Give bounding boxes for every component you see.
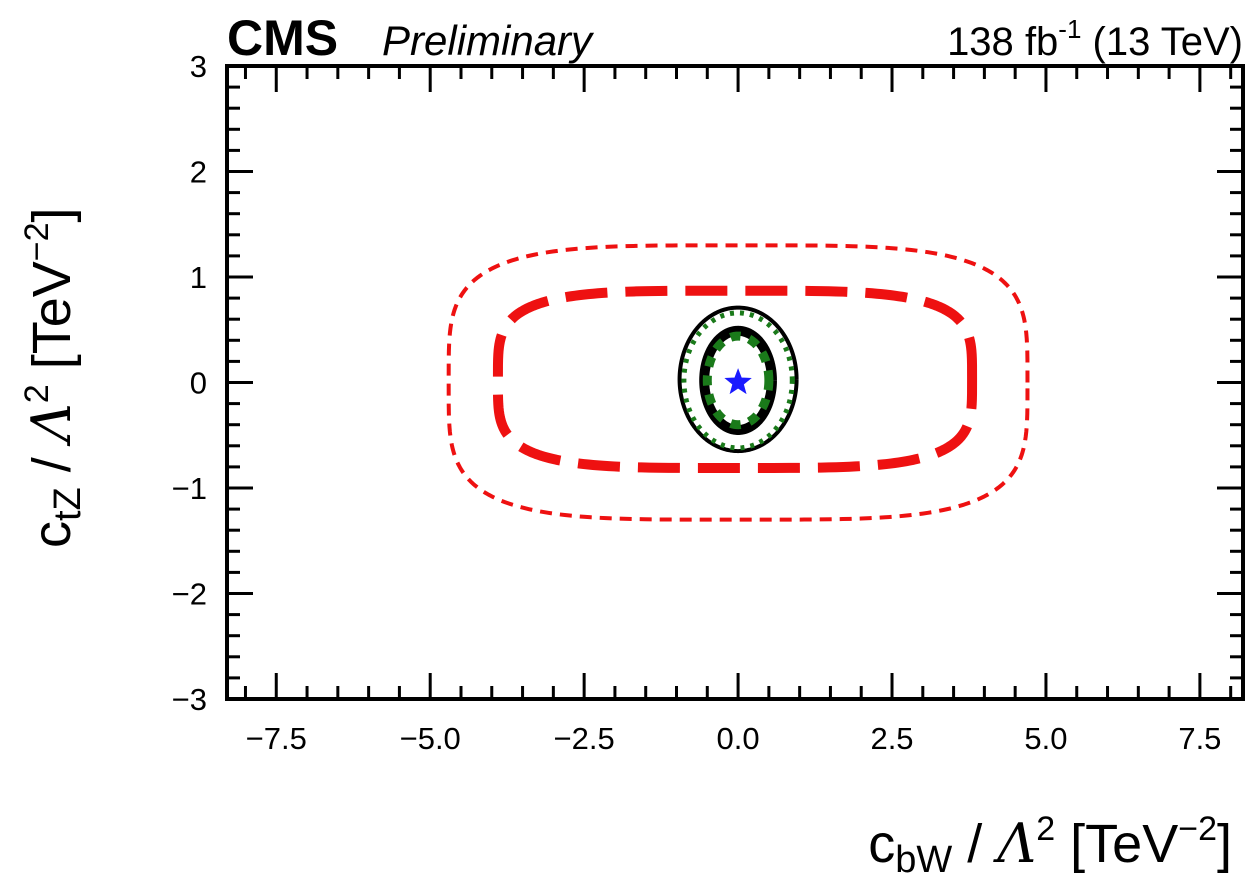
contour-2 <box>492 285 978 473</box>
contour-6 <box>702 331 774 430</box>
contour-lines <box>446 243 1030 522</box>
y-tick-label: −2 <box>172 577 207 612</box>
y-tick-label: 3 <box>190 49 207 84</box>
y-tick-label: −3 <box>172 682 207 717</box>
contour-5 <box>681 310 795 451</box>
x-tick-label: −2.5 <box>554 721 615 756</box>
x-axis-title: cbW / Λ2 [TeV−2] <box>868 810 1232 880</box>
best-fit-marker <box>724 368 752 395</box>
x-tick-label: −7.5 <box>246 721 307 756</box>
luminosity-label: 138 fb-1 (13 TeV) <box>947 14 1243 64</box>
y-tick-label: 0 <box>190 366 207 401</box>
star-icon <box>724 368 752 395</box>
x-tick-label: 2.5 <box>870 721 913 756</box>
y-tick-label: 1 <box>190 260 207 295</box>
x-tick-label: 7.5 <box>1178 721 1221 756</box>
y-tick-label: −1 <box>172 471 207 506</box>
axis-tick-labels: −7.5 −5.0 −2.5 0.0 2.5 5.0 7.5 −3 −2 −1 0 1 2 3 <box>172 49 1222 756</box>
x-tick-label: 5.0 <box>1024 721 1067 756</box>
contour-1 <box>446 243 1030 522</box>
contour-3 <box>677 305 799 454</box>
axis-ticks <box>227 64 1243 701</box>
y-tick-label: 2 <box>190 155 207 190</box>
x-tick-label: 0.0 <box>717 721 760 756</box>
x-tick-label: −5.0 <box>400 721 461 756</box>
experiment-label: CMS <box>227 10 338 66</box>
status-label: Preliminary <box>382 17 595 64</box>
y-axis-title: ctZ / Λ2 [TeV−2] <box>18 207 89 548</box>
